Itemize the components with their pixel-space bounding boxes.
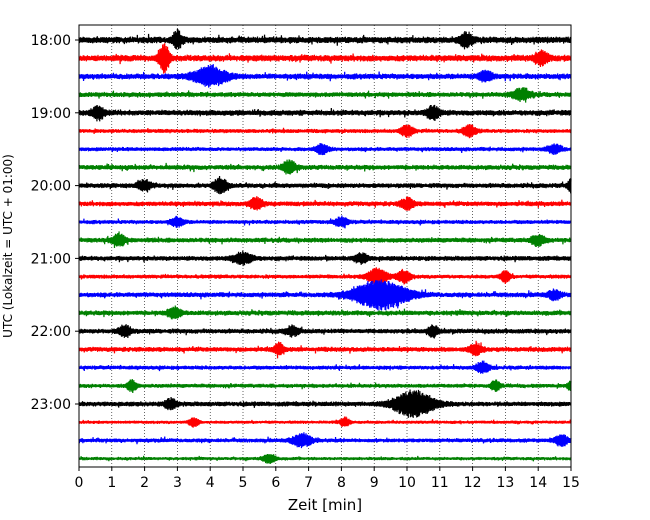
- x-tick-label: 7: [304, 475, 313, 491]
- seismogram-trace-2100: [78, 250, 572, 267]
- seismogram-trace-2330: [78, 432, 572, 449]
- seismogram-trace-2315: [78, 416, 572, 428]
- x-tick-label: 12: [464, 475, 482, 491]
- y-tick-label: 18:00: [31, 33, 71, 49]
- y-tick-label: 22:00: [31, 324, 71, 340]
- seismogram-traces: [78, 28, 572, 464]
- seismogram-trace-1815: [78, 43, 572, 74]
- y-axis-label: UTC (Lokalzeit = UTC + 01:00): [1, 154, 15, 338]
- seismogram-trace-2145: [78, 305, 572, 320]
- x-tick-label: 11: [431, 475, 449, 491]
- x-tick-label: 13: [496, 475, 514, 491]
- plot-frame: [78, 24, 572, 468]
- y-axis-ticks: 18:00 19:00 20:00 21:00 22:00 23:00: [31, 33, 79, 413]
- x-axis-ticks: 0 1 2 3 4 5 6 7 8 9 10 11 12 13 14 15: [75, 467, 580, 491]
- seismogram-trace-2215: [78, 340, 572, 359]
- x-tick-label: 14: [529, 475, 547, 491]
- seismogram-trace-2245: [78, 379, 572, 393]
- seismogram-trace-2030: [78, 215, 572, 229]
- seismogram-trace-2015: [78, 196, 572, 211]
- x-tick-label: 6: [271, 475, 280, 491]
- y-tick-label: 19:00: [31, 106, 71, 122]
- x-tick-label: 15: [562, 475, 580, 491]
- seismogram-trace-1800: [78, 28, 572, 50]
- seismogram-trace-1830: [78, 64, 572, 88]
- x-tick-label: 0: [75, 475, 84, 491]
- y-tick-label: 23:00: [31, 397, 71, 413]
- seismogram-trace-2000: [78, 176, 572, 195]
- x-tick-label: 5: [239, 475, 248, 491]
- seismogram-trace-2130: [78, 279, 572, 311]
- x-tick-label: 9: [370, 475, 379, 491]
- y-tick-label: 20:00: [31, 179, 71, 195]
- seismogram-trace-1945: [78, 159, 572, 175]
- seismogram-trace-1915: [78, 123, 572, 139]
- seismogram-trace-2345: [78, 454, 572, 464]
- seismogram-trace-2200: [78, 324, 572, 339]
- seismogram-trace-1900: [78, 104, 572, 122]
- seismogram-trace-1930: [78, 143, 572, 156]
- seismogram-trace-2115: [78, 267, 572, 286]
- x-tick-label: 2: [140, 475, 149, 491]
- seismogram-trace-2300: [78, 389, 572, 418]
- x-tick-label: 4: [206, 475, 215, 491]
- x-tick-label: 8: [337, 475, 346, 491]
- x-axis-label: Zeit [min]: [288, 496, 362, 514]
- seismogram-trace-2230: [78, 360, 572, 374]
- seismogram-trace-1845: [78, 87, 572, 103]
- y-tick-label: 21:00: [31, 251, 71, 267]
- seismogram-trace-2045: [78, 231, 572, 248]
- x-tick-label: 1: [107, 475, 116, 491]
- x-tick-label: 10: [398, 475, 416, 491]
- x-tick-label: 3: [173, 475, 182, 491]
